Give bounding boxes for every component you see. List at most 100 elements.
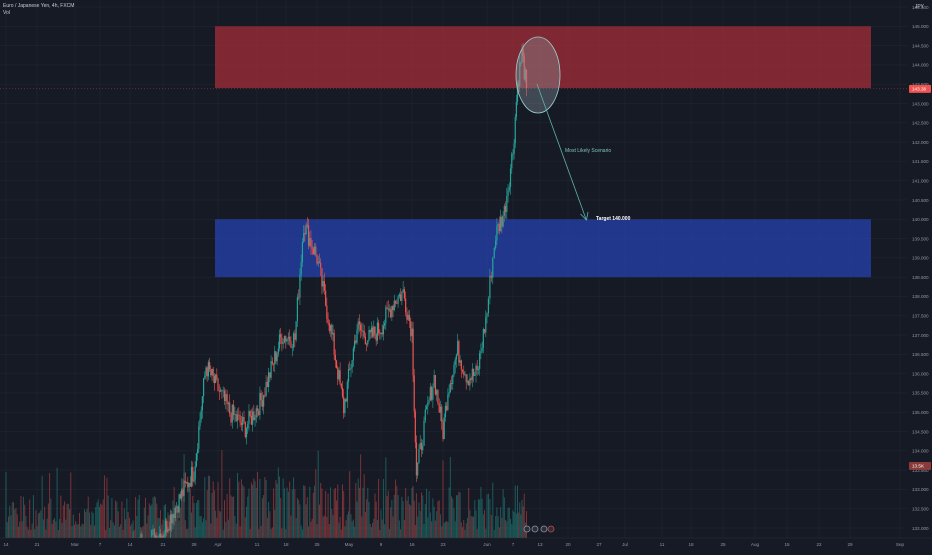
candle-body xyxy=(239,415,241,423)
volume-bar xyxy=(100,503,102,538)
target-label[interactable]: Target 140.000 xyxy=(596,216,631,222)
candle-body xyxy=(374,326,376,335)
resistance-zone xyxy=(215,26,871,89)
candle-body xyxy=(207,362,209,377)
candle-body xyxy=(423,420,425,446)
volume-bar xyxy=(79,512,81,538)
volume-bar xyxy=(238,481,240,538)
scenario-label[interactable]: Most Likely Scenario xyxy=(565,148,611,154)
candle-body xyxy=(486,313,488,318)
candle-body xyxy=(321,267,323,287)
event-marker[interactable] xyxy=(523,525,531,533)
candle-body xyxy=(419,442,421,449)
candle-body xyxy=(275,351,277,362)
volume-bar xyxy=(511,524,513,538)
candle-body xyxy=(255,408,257,418)
event-marker[interactable] xyxy=(547,525,555,533)
candle-body xyxy=(226,394,228,405)
volume-bar xyxy=(420,492,422,538)
candle-body xyxy=(242,416,244,425)
volume-bars xyxy=(5,450,527,538)
volume-bar xyxy=(438,500,440,538)
candle-body xyxy=(217,378,219,391)
candle-body xyxy=(384,323,386,326)
volume-bar xyxy=(207,475,209,538)
candle-body xyxy=(464,374,466,376)
volume-bar xyxy=(120,524,122,538)
volume-bar xyxy=(370,527,372,538)
candle-body xyxy=(247,424,249,429)
candle-body xyxy=(209,362,211,370)
volume-bar xyxy=(368,501,370,538)
volume-bar xyxy=(294,489,296,538)
volume-legend[interactable]: Vol xyxy=(3,10,10,16)
volume-bar xyxy=(333,489,335,538)
event-marker[interactable] xyxy=(531,525,539,533)
chart-legend: Euro / Japanese Yen, 4h, FXCM Vol xyxy=(3,3,74,17)
volume-bar xyxy=(67,503,69,538)
time-tick-label: Aug xyxy=(751,542,760,547)
volume-bar xyxy=(357,478,359,538)
volume-bar xyxy=(344,526,346,538)
volume-bar xyxy=(453,508,455,538)
volume-bar xyxy=(92,513,94,538)
volume-bar xyxy=(225,521,227,538)
volume-bar xyxy=(220,511,222,538)
volume-bar xyxy=(135,496,137,538)
volume-bar xyxy=(367,487,369,538)
volume-bar xyxy=(285,529,287,538)
candle-body xyxy=(285,336,287,342)
volume-bar xyxy=(128,517,130,538)
candle-body xyxy=(205,367,207,376)
candle-body xyxy=(272,363,275,365)
price-tick-label: 140.000 xyxy=(912,217,929,222)
candle-body xyxy=(476,365,478,370)
candle-body xyxy=(299,274,301,298)
volume-bar xyxy=(514,485,516,538)
volume-bar xyxy=(25,516,27,538)
candle-body xyxy=(193,479,195,482)
candle-body xyxy=(178,494,180,513)
price-tick-label: 142.000 xyxy=(912,140,929,145)
candle-body xyxy=(304,233,306,235)
volume-bar xyxy=(325,490,327,538)
candle-body xyxy=(326,305,328,319)
symbol-title[interactable]: Euro / Japanese Yen, 4h, FXCM xyxy=(3,3,75,9)
candle-body xyxy=(213,376,215,384)
volume-bar xyxy=(231,496,233,538)
candle-body xyxy=(333,332,335,355)
volume-bar xyxy=(107,495,109,538)
candle-body xyxy=(278,334,281,349)
volume-bar xyxy=(519,502,521,538)
volume-bar xyxy=(203,518,205,538)
volume-bar xyxy=(298,499,300,538)
volume-bar xyxy=(496,507,498,538)
volume-bar xyxy=(217,481,219,538)
candle-body xyxy=(171,514,173,524)
event-marker[interactable] xyxy=(540,525,548,533)
candle-body xyxy=(424,409,426,421)
candle-body xyxy=(483,329,486,333)
candle-body xyxy=(350,367,352,370)
volume-bar xyxy=(90,524,92,538)
volume-bar xyxy=(407,496,409,538)
candle-body xyxy=(322,281,324,287)
volume-bar xyxy=(6,521,8,538)
volume-bar xyxy=(80,526,82,538)
candle-body xyxy=(254,417,256,421)
candle-body xyxy=(385,307,387,324)
candle-body xyxy=(446,405,448,411)
volume-bar xyxy=(441,526,443,538)
volume-bar xyxy=(403,520,405,538)
volume-bar xyxy=(460,522,462,538)
candle-body xyxy=(512,153,514,155)
candle-body xyxy=(203,378,205,397)
time-tick-label: Mar xyxy=(71,542,79,547)
volume-bar xyxy=(96,502,98,538)
volume-bar xyxy=(393,494,395,538)
candle-body xyxy=(375,334,377,341)
volume-bar xyxy=(247,496,249,538)
candle-body xyxy=(412,328,414,376)
